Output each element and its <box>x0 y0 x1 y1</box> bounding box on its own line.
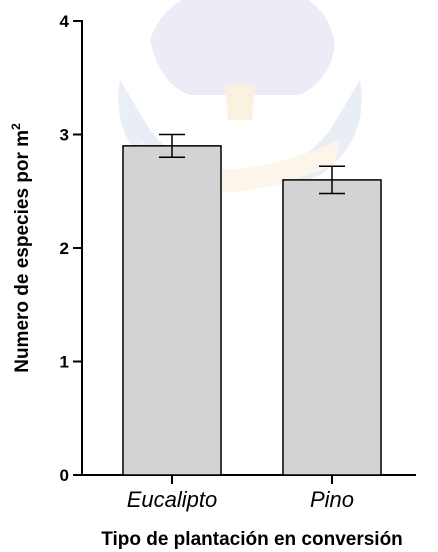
plot-area: 0 1 2 3 4 Eucalipto Pino <box>60 12 416 512</box>
y-tick-label: 2 <box>60 239 69 258</box>
y-axis-label-superscript: 2 <box>9 123 23 130</box>
y-tick-label: 1 <box>60 353 69 372</box>
x-tick-label: Pino <box>310 487 354 512</box>
bar <box>122 145 222 476</box>
y-axis-label-main: Numero de especies por m <box>12 130 33 373</box>
x-axis-label: Tipo de plantación en conversión <box>101 529 403 550</box>
y-tick-label: 4 <box>60 12 70 31</box>
y-tick-label: 3 <box>60 126 69 145</box>
x-tick-label: Eucalipto <box>127 487 218 512</box>
y-tick-label: 0 <box>60 466 69 485</box>
y-axis-label: Numero de especies por m2 <box>9 123 33 373</box>
bar <box>282 179 382 476</box>
